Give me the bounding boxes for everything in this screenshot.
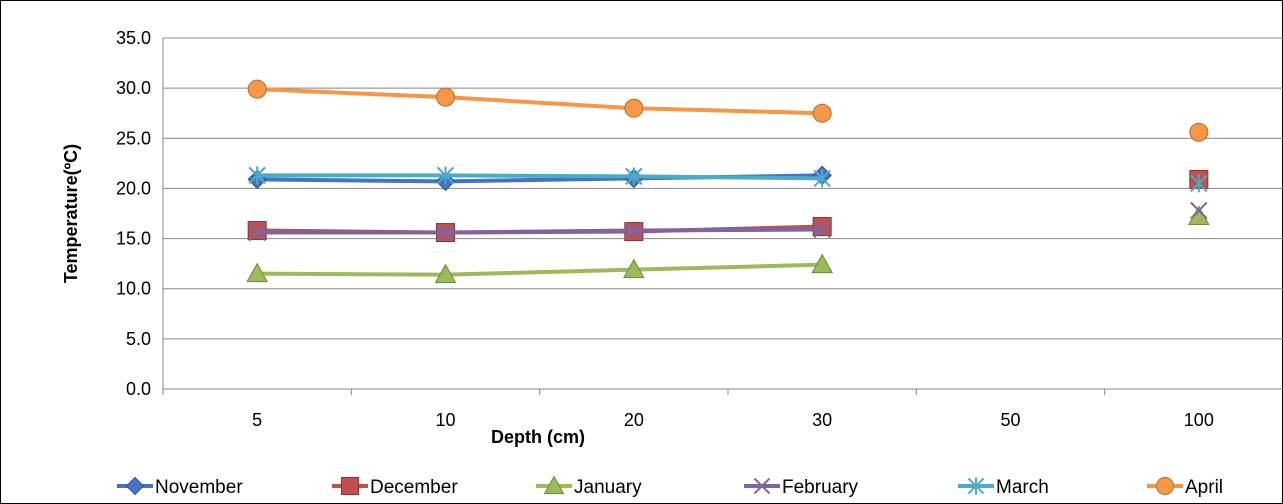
- series-line: [257, 87, 823, 116]
- legend-item-february: February: [744, 477, 859, 498]
- x-tick-label: 10: [435, 410, 455, 430]
- series-march: [248, 166, 1208, 193]
- legend-item-april: April: [1147, 476, 1223, 498]
- x-axis: 5 10 20 30 50 100: [162, 388, 1283, 430]
- data-point: [813, 169, 831, 188]
- data-point: [248, 223, 266, 242]
- x-axis-title: Depth (cm): [491, 427, 585, 447]
- legend-item-december: December: [332, 476, 458, 498]
- y-tick-label: 35.0: [116, 28, 151, 48]
- data-point: [625, 167, 643, 186]
- data-point: [967, 477, 985, 495]
- legend-label: January: [574, 477, 642, 498]
- data-point: [1189, 122, 1209, 142]
- data-point: [543, 475, 565, 495]
- data-point: [625, 221, 643, 240]
- data-point: [812, 103, 832, 123]
- series-line: [257, 173, 823, 181]
- legend-label: April: [1185, 477, 1223, 498]
- y-tick-label: 5.0: [126, 329, 151, 349]
- series-line: [257, 262, 823, 277]
- data-point: [1155, 476, 1175, 496]
- data-point: [436, 87, 455, 107]
- legend: November December January February March Apri…: [117, 475, 1223, 498]
- y-tick-label: 10.0: [116, 279, 151, 299]
- y-tick-label: 30.0: [116, 78, 151, 98]
- data-point: [1190, 201, 1208, 220]
- data-point: [340, 476, 360, 496]
- data-point: [622, 258, 645, 279]
- legend-item-january: January: [536, 475, 642, 498]
- data-point: [811, 253, 834, 274]
- y-tick-label: 15.0: [116, 229, 151, 249]
- series-january: [246, 205, 1210, 284]
- data-point: [753, 477, 771, 495]
- legend-item-march: March: [958, 477, 1049, 498]
- data-point: [125, 476, 145, 496]
- legend-label: February: [782, 477, 859, 498]
- x-tick-label: 50: [1000, 410, 1020, 430]
- series-layer: [246, 79, 1210, 284]
- gridlines: [163, 37, 1283, 340]
- data-point: [246, 262, 269, 283]
- y-tick-label: 20.0: [116, 178, 151, 198]
- series-april: [247, 79, 1209, 142]
- legend-item-november: November: [117, 476, 243, 498]
- data-point: [436, 223, 455, 242]
- x-tick-label: 20: [624, 410, 644, 430]
- y-axis: 0.0 5.0 10.0 15.0 20.0 25.0 30.0 35.0: [116, 28, 164, 399]
- data-point: [813, 220, 831, 239]
- x-tick-label: 100: [1184, 410, 1214, 430]
- y-tick-label: 25.0: [116, 128, 151, 148]
- data-point: [812, 217, 832, 237]
- series-february: [248, 201, 1208, 242]
- data-point: [1190, 174, 1208, 193]
- legend-label: March: [996, 477, 1049, 498]
- legend-label: November: [155, 477, 243, 498]
- x-tick-label: 30: [812, 410, 832, 430]
- data-point: [248, 166, 266, 185]
- data-point: [436, 166, 455, 185]
- y-axis-title: Temperature(ºC): [61, 144, 81, 283]
- series-line: [257, 227, 823, 235]
- data-point: [247, 221, 267, 241]
- x-tick-label: 5: [252, 410, 262, 430]
- y-tick-label: 0.0: [126, 379, 151, 399]
- data-point: [247, 79, 267, 99]
- legend-label: December: [370, 477, 458, 498]
- data-point: [434, 263, 457, 284]
- data-point: [624, 98, 644, 118]
